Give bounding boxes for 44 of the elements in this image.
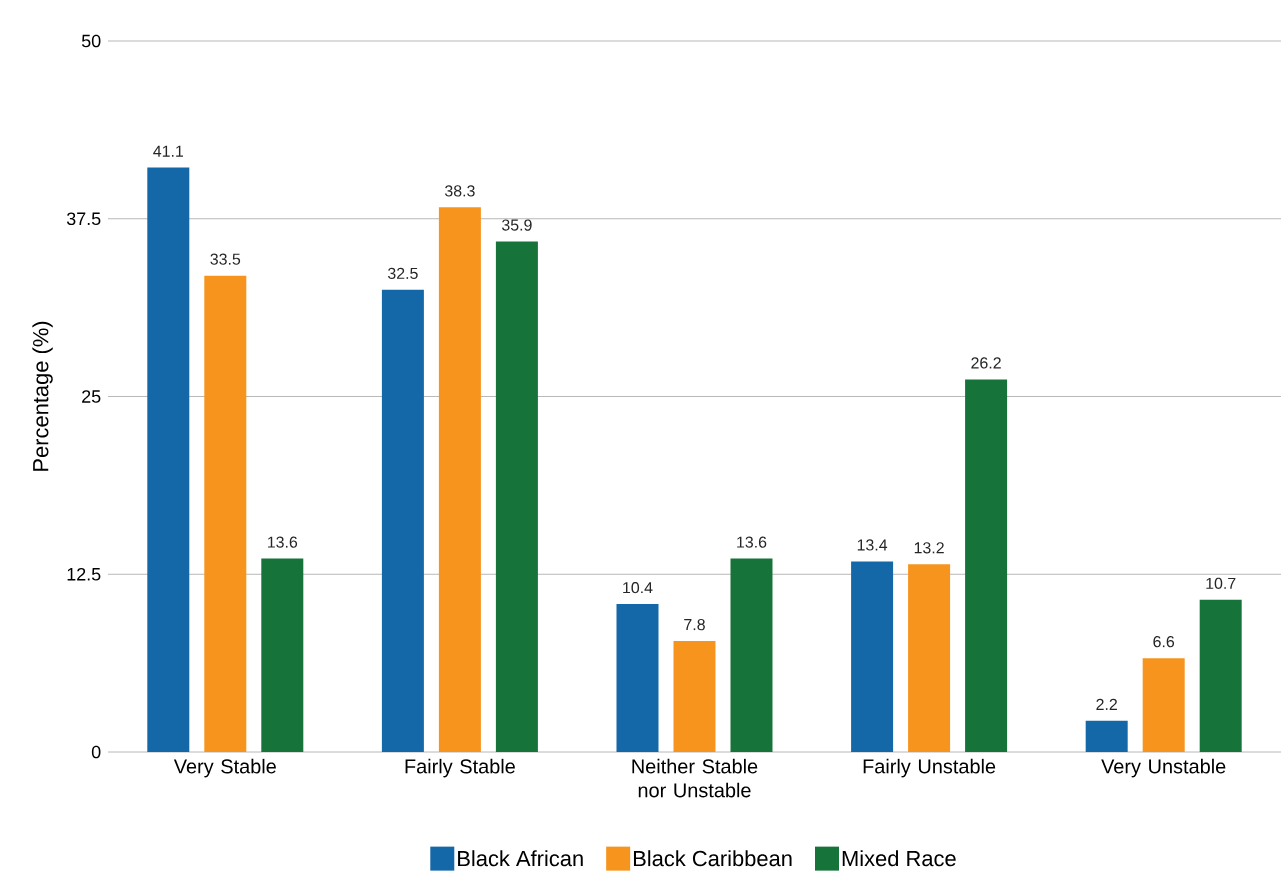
bar — [1085, 720, 1128, 752]
data-label: 2.2 — [1096, 698, 1117, 710]
y-tick-label: 25 — [82, 390, 101, 403]
data-label: 38.3 — [444, 185, 475, 197]
data-label: 33.5 — [210, 253, 241, 265]
y-tick-label: 50 — [81, 34, 101, 48]
data-label: 10.7 — [1206, 577, 1236, 590]
bar — [381, 289, 424, 752]
bar — [730, 558, 773, 752]
data-label: 6.6 — [1153, 636, 1175, 648]
y-axis-title: Percentage (%) — [32, 321, 53, 471]
data-label: 7.8 — [684, 618, 705, 631]
bar — [1199, 599, 1242, 752]
bar — [965, 379, 1008, 752]
data-label: 41.1 — [153, 145, 184, 157]
data-label: 13.6 — [268, 536, 298, 548]
data-label: 35.9 — [501, 219, 532, 231]
y-tick-label: 12.5 — [67, 567, 101, 581]
x-tick-label: Neither Stable nor Unstable — [632, 758, 758, 798]
data-label: 13.2 — [914, 542, 944, 554]
y-tick-label: 0 — [91, 745, 101, 759]
bar — [495, 241, 538, 752]
bar — [851, 561, 894, 752]
bar — [261, 558, 304, 752]
bar — [616, 604, 659, 752]
data-label: 10.4 — [623, 581, 653, 594]
legend-label: Black Caribbean — [633, 850, 792, 867]
data-label: 13.4 — [857, 539, 888, 551]
x-tick-label: Fairly Unstable — [863, 758, 996, 778]
bar — [438, 207, 481, 752]
data-label: 26.2 — [971, 357, 1001, 369]
legend-label: Mixed Race — [842, 850, 956, 867]
y-tick-label: 37.5 — [66, 212, 101, 226]
bar — [673, 641, 716, 752]
data-label: 32.5 — [387, 267, 418, 280]
x-tick-label: Very Unstable — [1101, 758, 1226, 778]
bar — [908, 564, 951, 752]
x-tick-label: Fairly Stable — [405, 758, 515, 778]
bar — [204, 275, 247, 752]
data-label: 13.6 — [737, 536, 767, 548]
legend-label: Black African — [458, 850, 583, 867]
bar — [147, 167, 190, 752]
x-tick-label: Very Stable — [173, 758, 276, 778]
bar — [1142, 658, 1185, 752]
